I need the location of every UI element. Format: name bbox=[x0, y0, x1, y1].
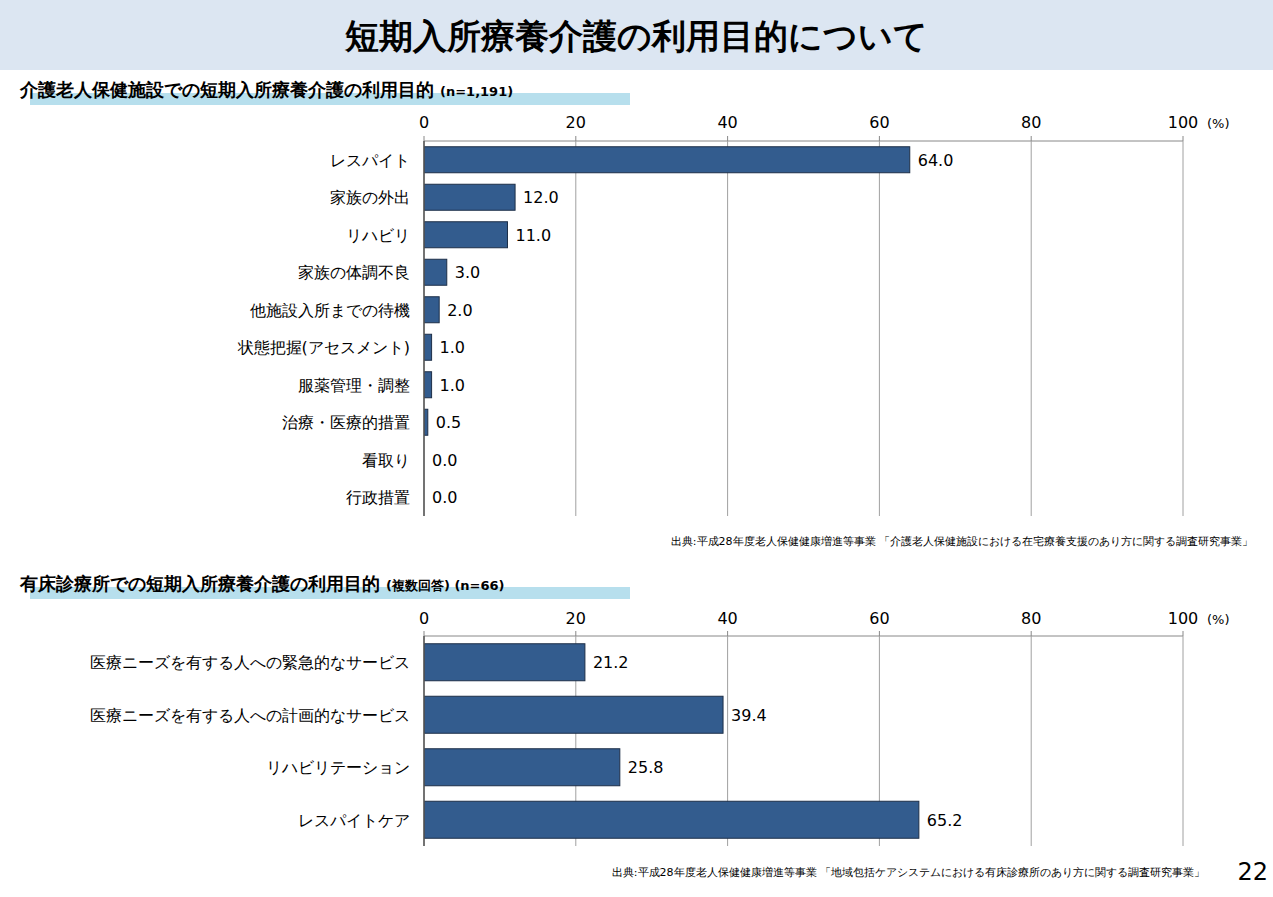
tick-label: 0 bbox=[419, 609, 429, 628]
grid-line bbox=[575, 141, 576, 516]
grid-line bbox=[424, 636, 425, 846]
data-label: 3.0 bbox=[455, 263, 480, 282]
bar bbox=[424, 801, 919, 838]
grid-line bbox=[1183, 636, 1184, 846]
bar bbox=[424, 372, 432, 398]
category-label: 他施設入所までの待機 bbox=[250, 301, 410, 320]
category-label: リハビリ bbox=[346, 226, 410, 245]
axis-line bbox=[423, 636, 425, 846]
data-label: 1.0 bbox=[440, 338, 465, 357]
axis-line bbox=[423, 141, 425, 516]
bar bbox=[424, 259, 447, 285]
source: 出典:平成28年度老人保健健康増進等事業 「介護老人保健施設における在宅療養支援… bbox=[671, 535, 1253, 548]
category-label: 医療ニーズを有する人への計画的なサービス bbox=[90, 706, 410, 725]
chart-subtitle: (複数回答) (n=66) bbox=[386, 578, 505, 593]
plot-top-line bbox=[424, 636, 1183, 637]
plot-top-line bbox=[424, 141, 1183, 142]
tick-mark bbox=[1183, 631, 1184, 636]
tick-mark bbox=[727, 631, 728, 636]
data-label: 11.0 bbox=[515, 226, 551, 245]
tick-mark bbox=[879, 136, 880, 141]
grid-line bbox=[727, 141, 728, 516]
category-label: 治療・医療的措置 bbox=[282, 413, 410, 432]
tick-mark bbox=[727, 136, 728, 141]
tick-mark bbox=[575, 136, 576, 141]
bar bbox=[424, 696, 723, 733]
bar bbox=[424, 147, 910, 173]
axis-unit: (%) bbox=[1207, 116, 1230, 131]
category-label: リハビリテーション bbox=[266, 758, 410, 777]
data-label: 12.0 bbox=[523, 188, 559, 207]
tick-mark bbox=[1031, 136, 1032, 141]
grid-line bbox=[1183, 141, 1184, 516]
category-label: レスパイト bbox=[330, 151, 410, 170]
tick-mark bbox=[424, 136, 425, 141]
tick-label: 60 bbox=[869, 609, 889, 628]
chart-title-text: 有床診療所での短期入所療養介護の利用目的 bbox=[19, 573, 380, 594]
data-label: 0.0 bbox=[432, 451, 457, 470]
category-label: 行政措置 bbox=[346, 488, 410, 507]
category-label: 家族の外出 bbox=[330, 188, 410, 207]
tick-mark bbox=[879, 631, 880, 636]
data-label: 0.5 bbox=[436, 413, 461, 432]
bar bbox=[424, 222, 507, 248]
chart-title-text: 介護老人保健施設での短期入所療養介護の利用目的 bbox=[19, 79, 434, 100]
category-label: 服薬管理・調整 bbox=[298, 376, 410, 395]
chart-title: 介護老人保健施設での短期入所療養介護の利用目的 (n=1,191) bbox=[19, 79, 513, 100]
bar bbox=[424, 334, 432, 360]
chart: 介護老人保健施設での短期入所療養介護の利用目的 (n=1,191) 0 20 40 60 8… bbox=[19, 79, 1253, 548]
data-label: 1.0 bbox=[440, 376, 465, 395]
page: 短期入所療養介護の利用目的について 22 介護老人保健施設での短期入所療養介護の利用… bbox=[0, 0, 1273, 897]
category-label: 看取り bbox=[362, 451, 410, 470]
category-label: 状態把握(アセスメント) bbox=[237, 338, 410, 357]
grid-line bbox=[1031, 141, 1032, 516]
bar bbox=[424, 644, 585, 681]
grid-line bbox=[879, 141, 880, 516]
data-label: 39.4 bbox=[731, 706, 767, 725]
source: 出典:平成28年度老人保健健康増進等事業 「地域包括ケアシステムにおける有床診療… bbox=[612, 866, 1205, 879]
tick-label: 0 bbox=[419, 113, 429, 132]
bar bbox=[424, 184, 515, 210]
tick-label: 80 bbox=[1021, 113, 1041, 132]
tick-label: 80 bbox=[1021, 609, 1041, 628]
data-label: 65.2 bbox=[927, 811, 963, 830]
axis-unit: (%) bbox=[1207, 612, 1230, 627]
bar bbox=[424, 749, 620, 786]
page-number: 22 bbox=[1237, 858, 1268, 886]
tick-mark bbox=[1031, 631, 1032, 636]
chart-subtitle: (n=1,191) bbox=[440, 84, 513, 99]
chart: 有床診療所での短期入所療養介護の利用目的 (複数回答) (n=66) 0 20 40 60… bbox=[19, 573, 1230, 879]
tick-mark bbox=[575, 631, 576, 636]
bars bbox=[424, 147, 910, 436]
tick-mark bbox=[1183, 136, 1184, 141]
category-label: 医療ニーズを有する人への緊急的なサービス bbox=[90, 653, 410, 672]
data-label: 0.0 bbox=[432, 488, 457, 507]
tick-mark bbox=[424, 631, 425, 636]
page-title: 短期入所療養介護の利用目的について bbox=[344, 16, 928, 56]
tick-label: 100 bbox=[1168, 609, 1199, 628]
category-label: 家族の体調不良 bbox=[298, 263, 410, 282]
data-label: 21.2 bbox=[593, 653, 629, 672]
bars bbox=[424, 644, 919, 839]
grid-line bbox=[424, 141, 425, 516]
grid-line bbox=[1031, 636, 1032, 846]
tick-label: 40 bbox=[717, 113, 737, 132]
tick-label: 60 bbox=[869, 113, 889, 132]
data-label: 25.8 bbox=[628, 758, 664, 777]
header-band bbox=[0, 0, 1273, 70]
tick-label: 20 bbox=[566, 609, 586, 628]
bar bbox=[424, 297, 439, 323]
tick-label: 40 bbox=[717, 609, 737, 628]
data-label: 64.0 bbox=[918, 151, 954, 170]
chart-title: 有床診療所での短期入所療養介護の利用目的 (複数回答) (n=66) bbox=[19, 573, 505, 594]
category-label: レスパイトケア bbox=[298, 811, 410, 830]
data-label: 2.0 bbox=[447, 301, 472, 320]
tick-label: 100 bbox=[1168, 113, 1199, 132]
tick-label: 20 bbox=[566, 113, 586, 132]
